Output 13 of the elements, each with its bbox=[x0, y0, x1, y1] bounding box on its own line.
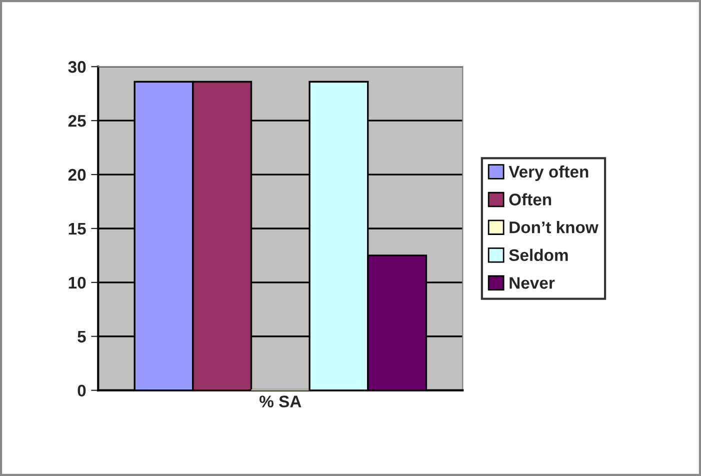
y-tick-label: 5 bbox=[78, 330, 86, 343]
y-tick-label: 10 bbox=[68, 276, 86, 289]
y-tick-label: 25 bbox=[68, 114, 86, 127]
legend-label: Often bbox=[509, 193, 552, 206]
x-tick-label: % SA bbox=[260, 396, 302, 408]
y-tick-label: 30 bbox=[68, 61, 86, 73]
y-tick-label: 15 bbox=[68, 223, 86, 235]
y-tick-label: 20 bbox=[68, 168, 86, 181]
legend-label: Very often bbox=[508, 165, 588, 181]
legend-label: Seldom bbox=[509, 248, 568, 262]
y-tick-label: 0 bbox=[78, 384, 86, 397]
legend-label: Don’t know bbox=[510, 221, 598, 234]
legend-label: Never bbox=[510, 277, 555, 289]
